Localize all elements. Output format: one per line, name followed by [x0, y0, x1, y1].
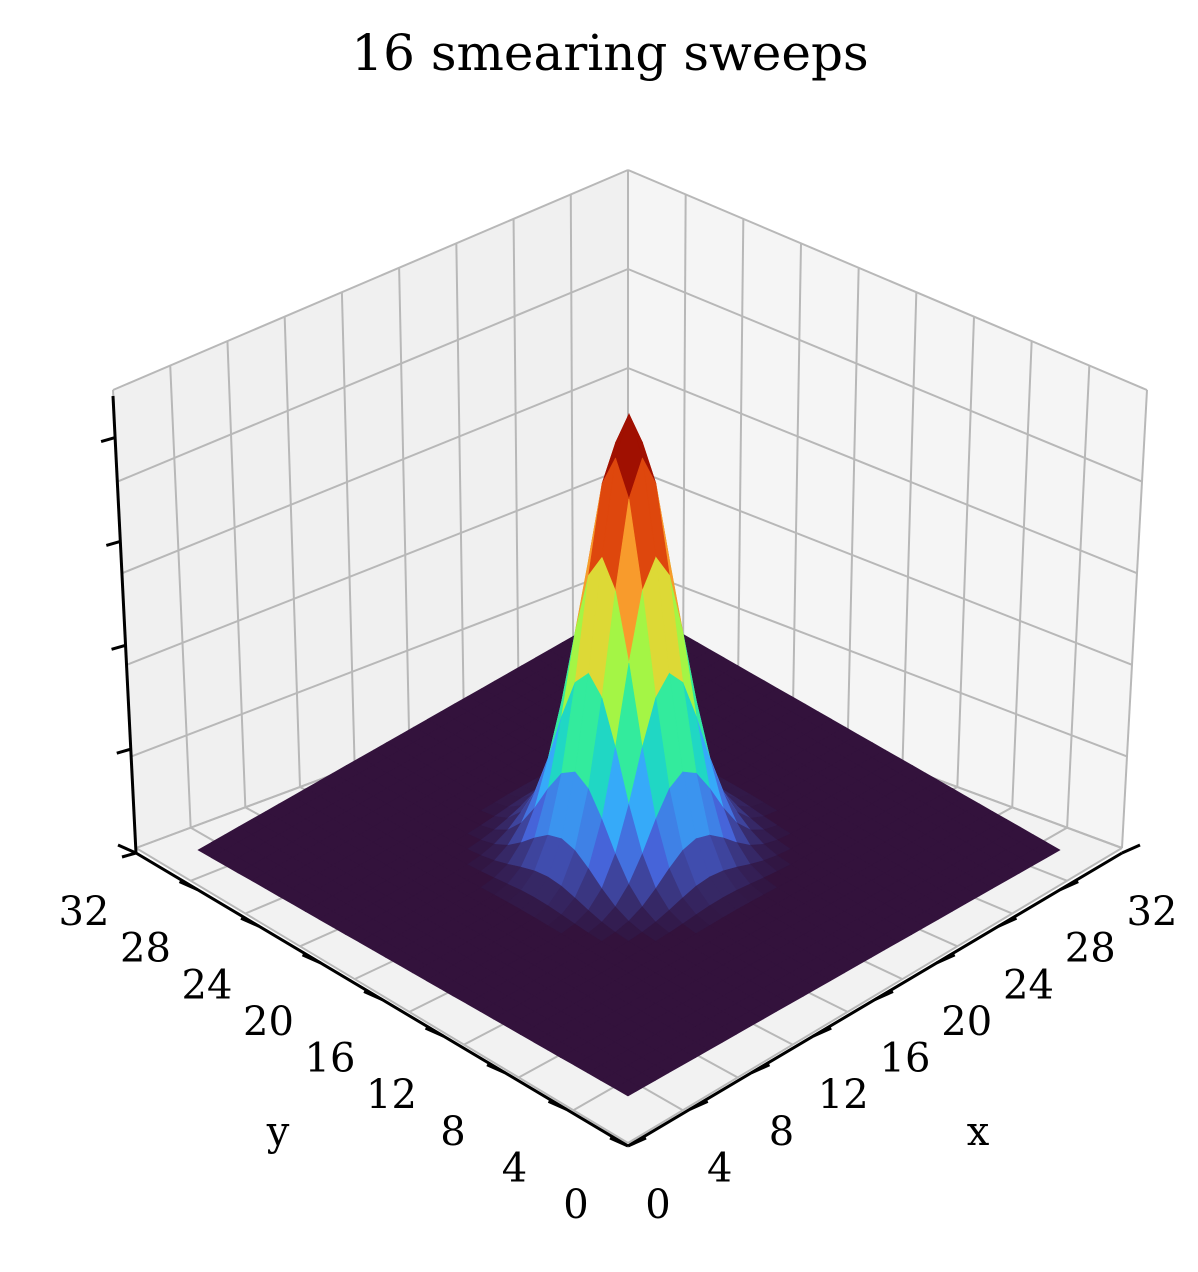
grid-line — [135, 847, 629, 1144]
y-axis-label: y — [266, 1109, 290, 1155]
z-axis-line — [111, 395, 138, 854]
y-tick — [178, 880, 199, 891]
grid-line — [736, 218, 745, 706]
grid-line — [398, 267, 411, 747]
y-tick-label: 20 — [243, 999, 294, 1045]
x-tick — [1059, 880, 1079, 891]
x-tick — [689, 1100, 709, 1111]
surface-cell — [613, 1080, 643, 1097]
y-tick — [609, 1136, 629, 1148]
grid-line — [627, 466, 1133, 666]
x-tick — [1121, 843, 1141, 855]
z-tick — [116, 747, 132, 755]
grid-line — [121, 367, 629, 575]
grid-line — [846, 267, 860, 747]
grid-line — [455, 243, 465, 727]
y-tick-label: 32 — [59, 889, 110, 935]
grid-line — [131, 565, 629, 758]
grid-line — [627, 847, 1123, 1144]
z-tick — [121, 851, 137, 859]
grid-line — [126, 466, 629, 666]
y-tick-label: 24 — [182, 962, 233, 1008]
y-tick — [363, 990, 383, 1001]
x-tick-label: 12 — [818, 1072, 869, 1118]
x-tick — [750, 1063, 771, 1075]
grid-line — [169, 365, 192, 828]
z-tick — [111, 643, 126, 651]
grid-line — [283, 316, 301, 788]
x-tick — [627, 1136, 647, 1148]
x-tick — [812, 1026, 832, 1038]
x-tick-label: 28 — [1065, 926, 1116, 972]
y-tick-label: 16 — [305, 1036, 356, 1082]
grid-line — [340, 292, 356, 767]
x-tick — [936, 953, 956, 965]
y-tick-label: 4 — [502, 1145, 527, 1191]
grid-line — [512, 218, 520, 706]
grid-line — [627, 367, 1138, 575]
grid-line — [1011, 341, 1033, 808]
x-tick-label: 16 — [880, 1036, 931, 1082]
x-tick-label: 4 — [707, 1145, 732, 1191]
grid-line — [1121, 389, 1148, 849]
grid-line — [627, 268, 1143, 483]
y-tick — [117, 843, 137, 855]
x-tick — [997, 916, 1018, 928]
x-tick-label: 20 — [941, 999, 992, 1045]
grid-line — [627, 169, 1148, 391]
grid-line — [901, 292, 918, 767]
grid-line — [956, 316, 975, 788]
grid-line — [627, 565, 1128, 758]
x-tick-label: 32 — [1127, 889, 1178, 935]
y-tick-label: 28 — [120, 926, 171, 972]
x-tick — [874, 990, 894, 1001]
y-tick — [240, 916, 260, 928]
grid-line — [569, 194, 575, 686]
grid-line — [1066, 365, 1091, 828]
x-tick-label: 0 — [645, 1182, 670, 1228]
y-tick-label: 0 — [563, 1182, 588, 1228]
y-tick — [424, 1026, 445, 1038]
grid-line — [226, 341, 247, 808]
y-tick-label: 8 — [440, 1109, 465, 1155]
y-tick — [486, 1063, 506, 1075]
z-ticks — [100, 436, 137, 859]
y-tick-label: 12 — [366, 1072, 417, 1118]
grid-line — [681, 194, 687, 686]
grid-line — [117, 268, 629, 483]
x-tick-label: 8 — [769, 1109, 794, 1155]
y-tick — [301, 953, 322, 965]
z-tick — [105, 539, 121, 547]
grid-line — [112, 169, 629, 391]
x-axis-label: x — [967, 1109, 990, 1155]
z-tick — [100, 436, 116, 443]
grid-line — [791, 243, 802, 727]
chart-title: 16 smearing sweeps — [351, 24, 868, 82]
y-tick — [547, 1100, 568, 1111]
surface-plot — [197, 412, 1061, 1097]
x-tick-label: 24 — [1003, 962, 1054, 1008]
